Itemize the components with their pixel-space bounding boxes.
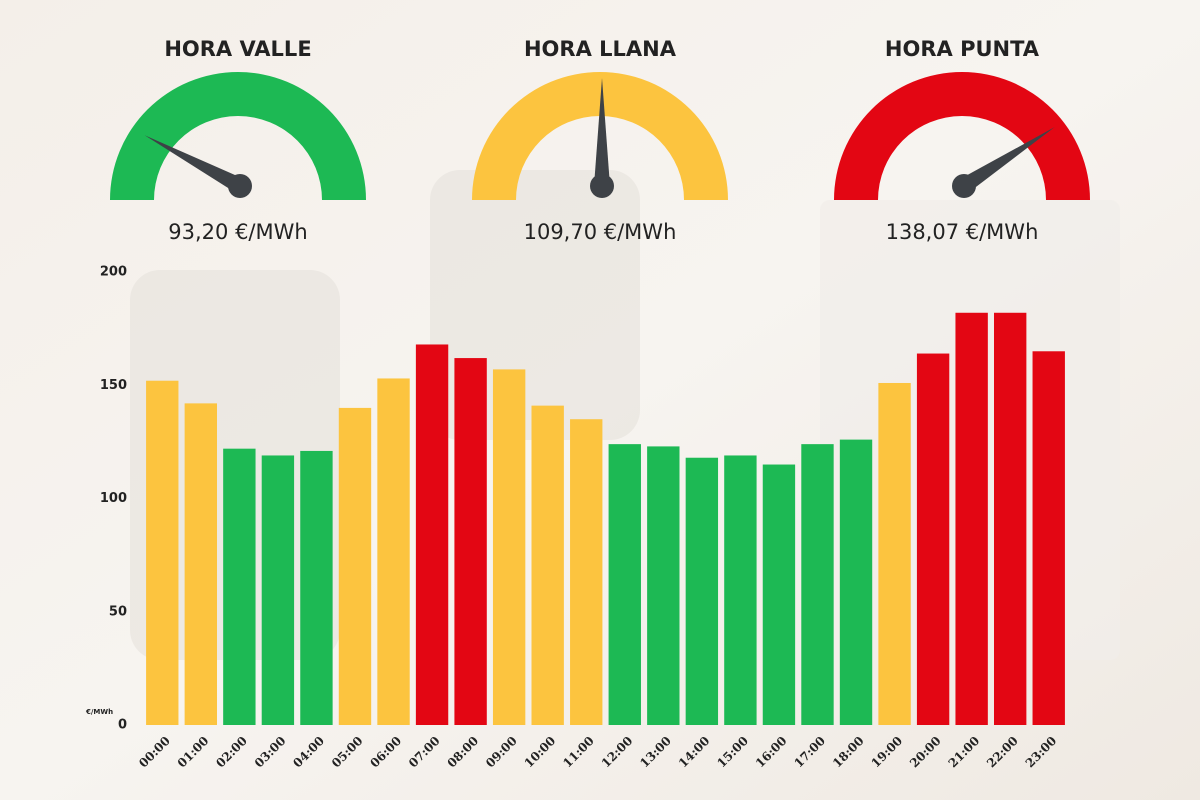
bar [916, 353, 950, 725]
gauge-pivot [952, 174, 976, 198]
y-tick-label: 100 [100, 491, 127, 506]
gauge-pivot [228, 174, 252, 198]
bar [454, 358, 487, 725]
gauge-arc [472, 72, 728, 200]
bar [570, 419, 603, 725]
bar [492, 369, 526, 725]
bar [338, 407, 372, 725]
bar [377, 378, 410, 725]
bar [762, 464, 796, 725]
gauge-value: 138,07 €/MWh [886, 220, 1039, 244]
gauge-pivot [590, 174, 614, 198]
bar [955, 312, 988, 725]
gauge-value: 93,20 €/MWh [168, 220, 307, 244]
gauge-arc [110, 72, 366, 200]
bar [1032, 351, 1065, 725]
y-tick-label: 200 [100, 265, 127, 280]
bar [146, 380, 179, 725]
gauge-needle [959, 127, 1055, 193]
bar [531, 405, 564, 725]
gauge-title: HORA PUNTA [885, 37, 1040, 61]
gauge-title: HORA VALLE [164, 37, 311, 61]
bar [223, 448, 256, 725]
y-tick-label: 0 [118, 718, 127, 733]
gauge-needle [594, 78, 610, 186]
gauge-title: HORA LLANA [524, 37, 677, 61]
bar [994, 312, 1027, 725]
bar [261, 455, 295, 725]
bar [801, 444, 834, 725]
bar [724, 455, 757, 725]
y-tick-label: 50 [109, 604, 127, 619]
bar [300, 450, 333, 725]
y-axis-unit: €/MWh [85, 708, 113, 716]
bar [415, 344, 449, 725]
bar [184, 403, 217, 725]
bar [685, 457, 719, 725]
bar [878, 382, 911, 725]
bar [647, 446, 680, 725]
bar [608, 444, 641, 725]
gauge-value: 109,70 €/MWh [524, 220, 677, 244]
bar [839, 439, 873, 725]
gauge-needle [144, 135, 244, 194]
gauges: HORA VALLE 93,20 €/MWh HORA LLANA 109,70 €/… [110, 37, 1090, 244]
gauge-arc [834, 72, 1090, 200]
y-tick-label: 150 [100, 378, 127, 393]
